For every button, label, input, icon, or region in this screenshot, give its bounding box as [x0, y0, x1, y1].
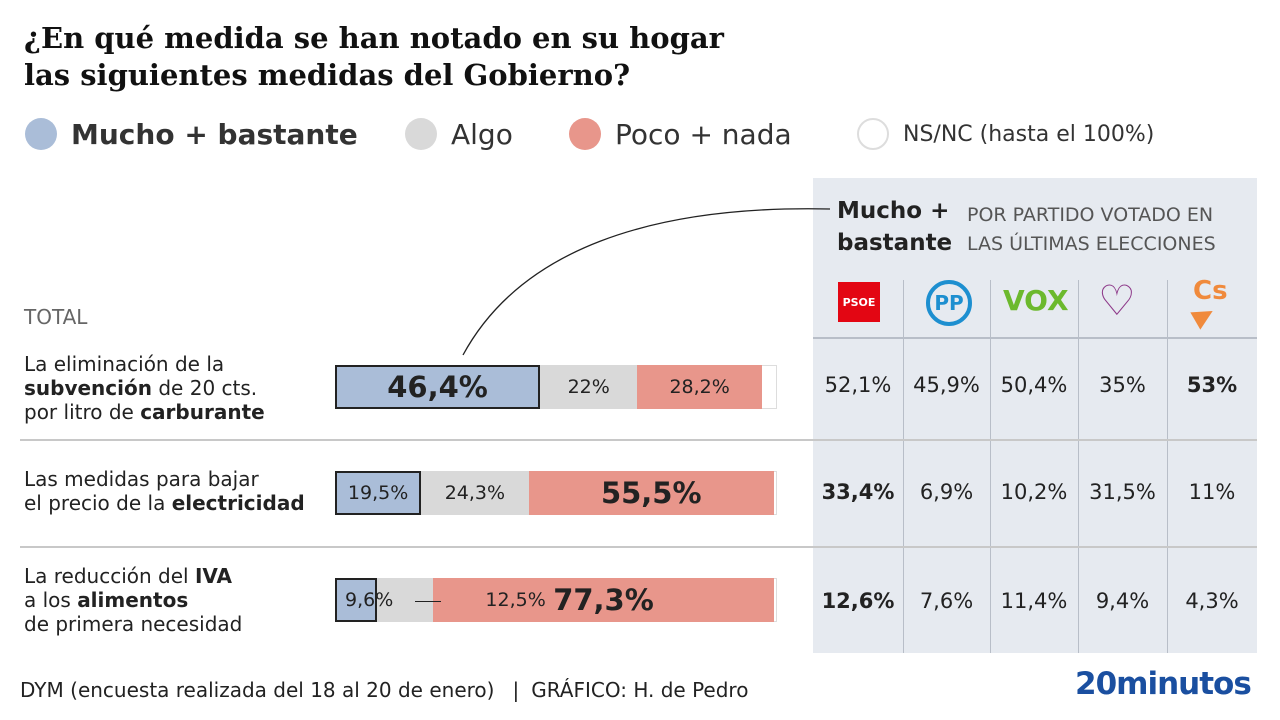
party-value-pp: 7,6%	[919, 589, 974, 613]
bar-segment-algo: 22%	[540, 365, 638, 409]
party-value-psoe: 12,6%	[821, 589, 895, 613]
legend-swatch	[857, 118, 889, 150]
brand-logo: 20minutos	[1075, 666, 1252, 702]
podemos-heart-logo: ♡	[1098, 276, 1136, 325]
party-value-cs: 4,3%	[1185, 589, 1239, 613]
bar-segment-mucho: 46,4%	[335, 365, 541, 409]
bar-segment-mucho: 9,6%	[335, 578, 393, 622]
legend-label: Algo	[451, 117, 513, 151]
footer-source: DYM (encuesta realizada del 18 al 20 de …	[20, 678, 495, 702]
legend-label: Mucho + bastante	[71, 117, 358, 151]
panel-title-line: Mucho +	[837, 198, 950, 224]
bar-value-label: 19,5%	[347, 482, 409, 504]
legend-mucho: Mucho + bastante	[25, 114, 358, 154]
row-label-1: La eliminación de la subvención de 20 cts…	[24, 352, 265, 424]
legend-poco: Poco + nada	[569, 114, 792, 154]
bar-segment-algo-fill	[377, 578, 433, 622]
panel-subtitle-line: POR PARTIDO VOTADO EN	[967, 204, 1214, 226]
footer: DYM (encuesta realizada del 18 al 20 de …	[20, 678, 748, 702]
bar-segment-poco: 55,5%	[528, 471, 774, 515]
bar-value-label: 28,2%	[669, 376, 730, 398]
party-value-podemos: 35%	[1099, 373, 1146, 397]
legend-label: NS/NC (hasta el 100%)	[903, 121, 1155, 147]
bar-segment-algo: 24,3%	[421, 471, 529, 515]
cs-logo: Cs	[1193, 276, 1228, 306]
legend-swatch	[569, 118, 601, 150]
party-panel	[813, 178, 1257, 653]
column-divider	[1078, 280, 1079, 653]
party-value-pp: 6,9%	[919, 480, 974, 504]
bar-value-label: 46,4%	[387, 370, 488, 404]
party-value-cs: 11%	[1188, 480, 1236, 504]
bar-value-label: 24,3%	[444, 482, 506, 504]
row-label-3: La reducción del IVA a los alimentos de pr…	[24, 564, 243, 636]
panel-subtitle: POR PARTIDO VOTADO EN LAS ÚLTIMAS ELECCI…	[967, 201, 1216, 259]
party-value-cs: 53%	[1186, 373, 1238, 397]
bar-value-label: 77,3%	[553, 583, 654, 617]
column-divider	[903, 280, 904, 653]
column-divider	[990, 280, 991, 653]
legend-label: Poco + nada	[615, 117, 792, 151]
total-label: TOTAL	[24, 305, 88, 329]
legend-swatch	[405, 118, 437, 150]
chart-title: ¿En qué medida se han notado en su hogar…	[24, 20, 824, 94]
label-leader-line	[415, 601, 441, 602]
footer-separator: |	[512, 678, 520, 702]
legend-algo: Algo	[405, 114, 513, 154]
title-line-1: ¿En qué medida se han notado en su hogar	[24, 21, 724, 55]
footer-credit: GRÁFICO: H. de Pedro	[531, 678, 749, 702]
party-value-vox: 10,2%	[1000, 480, 1068, 504]
panel-subtitle-line: LAS ÚLTIMAS ELECCIONES	[967, 233, 1216, 255]
party-value-psoe: 52,1%	[824, 373, 892, 397]
bar-segment-mucho: 19,5%	[335, 471, 422, 515]
row-divider	[20, 439, 1257, 441]
vox-logo: VOX	[1003, 284, 1069, 317]
bar-segment-poco: 77,3%	[432, 578, 775, 622]
column-divider	[1167, 280, 1168, 653]
bar-value-label: 12,5%	[485, 589, 546, 611]
panel-header-divider	[813, 337, 1257, 339]
bar-value-label: 9,6%	[345, 589, 394, 611]
party-value-vox: 11,4%	[1000, 589, 1068, 613]
party-value-podemos: 9,4%	[1095, 589, 1150, 613]
psoe-logo: PSOE	[838, 282, 880, 322]
title-line-2: las siguientes medidas del Gobierno?	[24, 58, 631, 92]
bar-segment-algo: 12,5%	[377, 578, 545, 622]
party-value-podemos: 31,5%	[1089, 480, 1156, 504]
panel-title: Mucho + bastante	[837, 195, 952, 259]
bar-value-label: 55,5%	[600, 476, 702, 510]
party-value-pp: 45,9%	[913, 373, 980, 397]
bar-segment-poco: 28,2%	[637, 365, 762, 409]
bar-value-label: 22%	[567, 376, 610, 398]
party-value-psoe: 33,4%	[821, 480, 895, 504]
legend-swatch	[25, 118, 57, 150]
pp-logo: PP	[926, 280, 972, 326]
legend-nsnc: NS/NC (hasta el 100%)	[857, 114, 1154, 154]
party-value-vox: 50,4%	[1000, 373, 1068, 397]
row-divider	[20, 546, 1257, 548]
panel-title-line: bastante	[837, 230, 953, 256]
row-label-2: Las medidas para bajar el precio de la el…	[24, 467, 305, 515]
callout-line	[462, 208, 831, 356]
